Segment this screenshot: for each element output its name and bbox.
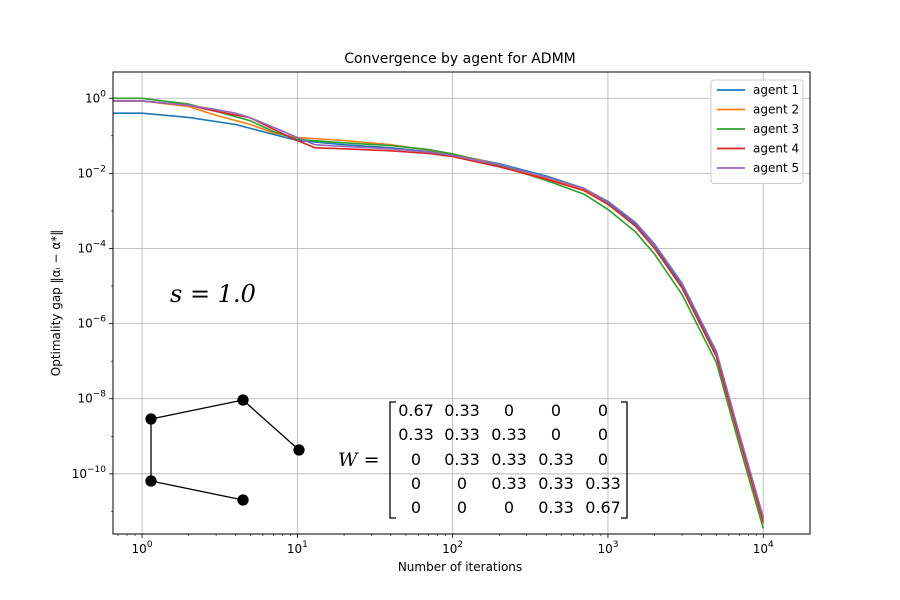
matrix-cell: 0 — [551, 401, 561, 420]
legend: agent 1 agent 2 agent 3 agent 4 agent 5 — [710, 79, 804, 184]
y-tick-label: 100 — [85, 89, 106, 105]
y-tick-label: 10−2 — [77, 164, 106, 180]
matrix-cell: 0.33 — [585, 474, 621, 493]
y-axis: 100 10−2 10−4 10−6 10−8 10−10 — [72, 89, 113, 512]
matrix-cell: 0.33 — [398, 425, 434, 444]
matrix-cell: 0 — [598, 401, 608, 420]
x-axis: 100 101 102 103 104 — [117, 534, 774, 556]
network-graph — [145, 394, 305, 506]
legend-label: agent 4 — [753, 142, 799, 156]
matrix-cell: 0 — [504, 498, 514, 517]
y-tick-label: 10−4 — [77, 239, 106, 255]
series-line-agent-5 — [113, 100, 765, 518]
matrix-cell: 0 — [598, 450, 608, 469]
matrix-cell: 0.33 — [538, 498, 574, 517]
annotation-layer: s = 1.0 W = 0.67 0.33 0 0 00.33 0.33 0.33 0 00 0.… — [145, 280, 628, 519]
x-tick-label: 104 — [753, 540, 774, 556]
matrix-cell: 0 — [457, 474, 467, 493]
matrix-cell: 0 — [411, 498, 421, 517]
graph-node — [237, 494, 249, 506]
matrix-cell: 0 — [598, 425, 608, 444]
graph-edge — [150, 480, 244, 501]
x-tick-label: 103 — [597, 540, 618, 556]
graph-node — [293, 444, 305, 456]
matrix-cell: 0 — [504, 401, 514, 420]
matrix-cell: 0.67 — [398, 401, 434, 420]
legend-label: agent 2 — [753, 103, 799, 117]
x-axis-label: Number of iterations — [398, 560, 522, 574]
graph-node — [145, 475, 157, 487]
legend-frame — [710, 79, 804, 184]
y-tick-label: 10−6 — [77, 315, 106, 331]
x-tick-label: 102 — [442, 540, 463, 556]
matrix-cell: 0.33 — [491, 425, 527, 444]
legend-label: agent 1 — [753, 83, 799, 97]
plot-frame — [112, 71, 811, 535]
legend-label: agent 3 — [753, 122, 799, 136]
matrix-left-bracket — [389, 401, 396, 519]
matrix-label: W = — [338, 449, 380, 471]
graph-node — [145, 413, 157, 425]
matrix-cell: 0 — [457, 498, 467, 517]
matrix-cells: 0.67 0.33 0 0 0 0.33 0.33 0.33 0 0 0 0.33 0.33 0.33 0 0… — [398, 401, 621, 517]
matrix-cell: 0.33 — [444, 425, 480, 444]
series-line-agent-3 — [113, 97, 765, 529]
graph-edge — [150, 399, 244, 420]
matrix-cell: 0.67 — [585, 498, 621, 517]
matrix-cell: 0 — [411, 474, 421, 493]
matrix-cell: 0.33 — [491, 474, 527, 493]
chart-title: Convergence by agent for ADMM — [344, 51, 576, 67]
graph-edge — [242, 399, 300, 451]
x-tick-label: 101 — [287, 540, 308, 556]
y-axis-label: Optimality gap ‖αᵢ − α*‖ — [49, 230, 63, 376]
series-line-agent-4 — [113, 100, 765, 523]
graph-node — [237, 394, 249, 406]
matrix-cell: 0.33 — [444, 450, 480, 469]
y-tick-label: 10−10 — [72, 465, 107, 481]
matrix-cell: 0 — [411, 450, 421, 469]
legend-label: agent 5 — [753, 161, 799, 175]
y-tick-label: 10−8 — [77, 390, 106, 406]
series-lines — [113, 97, 765, 529]
s-value-annotation: s = 1.0 — [170, 280, 256, 308]
matrix-cell: 0.33 — [538, 450, 574, 469]
matrix-cell: 0.33 — [444, 401, 480, 420]
matrix-right-bracket — [621, 401, 628, 519]
x-tick-label: 100 — [132, 540, 153, 556]
matrix-cell: 0 — [551, 425, 561, 444]
matrix-cell: 0.33 — [538, 474, 574, 493]
matrix-cell: 0.33 — [491, 450, 527, 469]
grid-lines — [113, 72, 810, 534]
